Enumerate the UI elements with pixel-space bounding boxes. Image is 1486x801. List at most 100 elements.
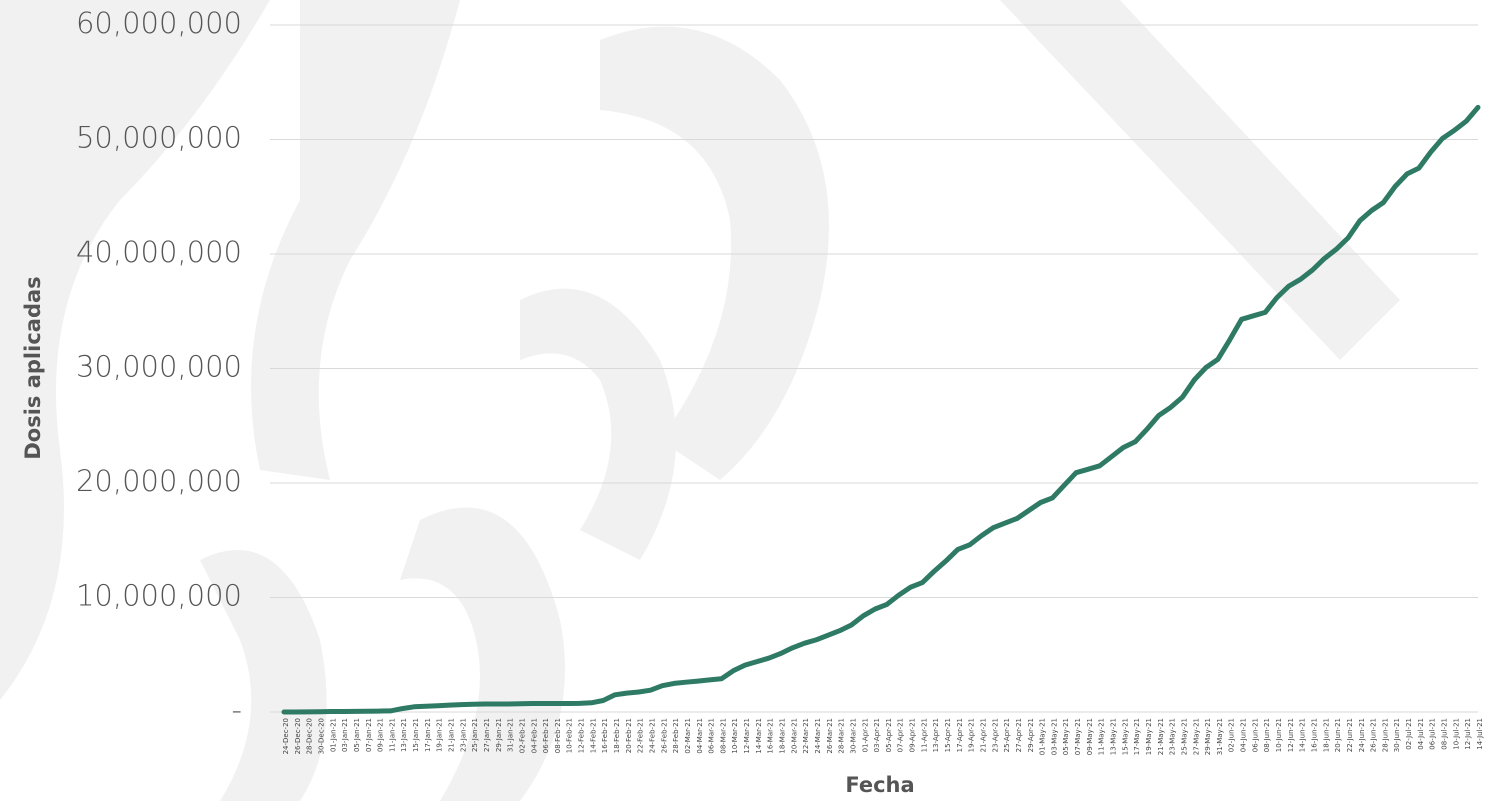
x-tick-label: 24-Jun-21 <box>1358 718 1366 752</box>
y-tick-label: - <box>232 693 242 727</box>
x-tick-label: 12-Jul-21 <box>1464 718 1472 750</box>
x-tick-label: 22-Jun-21 <box>1346 718 1354 752</box>
x-tick-label: 23-Apr-21 <box>991 718 999 752</box>
x-tick-label: 11-Apr-21 <box>920 718 928 752</box>
x-tick-label: 14-Mar-21 <box>755 718 763 754</box>
x-tick-label: 17-Jan-21 <box>424 718 432 752</box>
x-tick-label: 17-May-21 <box>1133 718 1141 755</box>
x-tick-label: 12-Feb-21 <box>578 718 586 753</box>
x-tick-label: 03-May-21 <box>1050 718 1058 755</box>
x-tick-label: 18-Feb-21 <box>613 718 621 753</box>
x-tick-label: 02-Feb-21 <box>518 718 526 753</box>
x-tick-label: 12-Jun-21 <box>1287 718 1295 752</box>
x-tick-label: 27-May-21 <box>1192 718 1200 755</box>
x-tick-label: 09-Jan-21 <box>377 718 385 752</box>
y-axis-title: Dosis aplicadas <box>21 276 45 459</box>
x-tick-label: 04-Jul-21 <box>1417 718 1425 750</box>
x-tick-label: 07-May-21 <box>1074 718 1082 755</box>
x-tick-label: 14-Jul-21 <box>1476 718 1484 750</box>
x-tick-label: 06-Mar-21 <box>708 718 716 754</box>
x-tick-label: 12-Mar-21 <box>743 718 751 754</box>
x-tick-label: 21-Jan-21 <box>448 718 456 752</box>
x-tick-label: 28-Jun-21 <box>1381 718 1389 752</box>
x-tick-label: 19-May-21 <box>1145 718 1153 755</box>
x-tick-label: 04-Mar-21 <box>696 718 704 754</box>
x-tick-label: 07-Jan-21 <box>365 718 373 752</box>
x-tick-label: 17-Apr-21 <box>956 718 964 752</box>
x-tick-label: 30-Mar-21 <box>849 718 857 754</box>
x-axis-title: Fecha <box>845 773 914 797</box>
x-tick-label: 20-Mar-21 <box>790 718 798 754</box>
x-tick-label: 08-Feb-21 <box>554 718 562 753</box>
x-tick-label: 03-Jan-21 <box>341 718 349 752</box>
x-tick-label: 26-Jun-21 <box>1370 718 1378 752</box>
x-tick-label: 15-May-21 <box>1121 718 1129 755</box>
x-tick-label: 27-Jan-21 <box>483 718 491 752</box>
x-tick-label: 19-Apr-21 <box>968 718 976 752</box>
x-tick-label: 09-May-21 <box>1086 718 1094 755</box>
x-tick-label: 09-Apr-21 <box>909 718 917 752</box>
x-tick-label: 26-Mar-21 <box>826 718 834 754</box>
x-tick-label: 06-Feb-21 <box>542 718 550 753</box>
x-tick-label: 16-Feb-21 <box>601 718 609 753</box>
x-tick-label: 14-Jun-21 <box>1299 718 1307 752</box>
x-tick-label: 21-May-21 <box>1157 718 1165 755</box>
x-tick-label: 18-Jun-21 <box>1322 718 1330 752</box>
x-tick-label: 29-May-21 <box>1204 718 1212 755</box>
x-tick-label: 01-Jan-21 <box>329 718 337 752</box>
x-tick-label: 22-Feb-21 <box>637 718 645 753</box>
y-tick-label: 20,000,000 <box>76 464 242 498</box>
x-tick-label: 24-Mar-21 <box>814 718 822 754</box>
x-tick-label: 10-Jul-21 <box>1452 718 1460 750</box>
x-tick-label: 03-Apr-21 <box>873 718 881 752</box>
x-tick-label: 18-Mar-21 <box>779 718 787 754</box>
background-pattern <box>0 0 1400 801</box>
y-tick-label: 30,000,000 <box>76 350 242 384</box>
x-tick-label: 05-Apr-21 <box>885 718 893 752</box>
y-tick-label: 10,000,000 <box>76 579 242 613</box>
x-tick-label: 06-Jul-21 <box>1429 718 1437 750</box>
x-tick-label: 02-Jul-21 <box>1405 718 1413 750</box>
x-tick-label: 30-Jun-21 <box>1393 718 1401 752</box>
x-tick-label: 22-Mar-21 <box>802 718 810 754</box>
x-tick-label: 25-Apr-21 <box>1003 718 1011 752</box>
data-line <box>281 104 1481 715</box>
x-tick-label: 28-Dec-20 <box>306 718 314 754</box>
y-tick-label: 50,000,000 <box>76 121 242 155</box>
x-tick-label: 31-May-21 <box>1216 718 1224 755</box>
x-tick-label: 31-Jan-21 <box>507 718 515 752</box>
x-tick-label: 28-Mar-21 <box>838 718 846 754</box>
x-tick-label: 26-Dec-20 <box>294 718 302 754</box>
x-tick-label: 08-Jul-21 <box>1441 718 1449 750</box>
x-tick-label: 26-Feb-21 <box>660 718 668 753</box>
x-tick-label: 28-Feb-21 <box>672 718 680 753</box>
x-tick-label: 08-Mar-21 <box>719 718 727 754</box>
x-tick-label: 13-Apr-21 <box>932 718 940 752</box>
x-tick-label: 23-Jan-21 <box>459 718 467 752</box>
x-tick-label: 25-Jan-21 <box>471 718 479 752</box>
y-tick-label: 60,000,000 <box>76 6 242 40</box>
x-tick-label: 24-Dec-20 <box>282 718 290 754</box>
y-tick-label: 40,000,000 <box>76 235 242 269</box>
x-tick-label: 13-May-21 <box>1110 718 1118 755</box>
x-tick-label: 05-Jan-21 <box>353 718 361 752</box>
x-tick-label: 07-Apr-21 <box>897 718 905 752</box>
x-tick-label: 15-Apr-21 <box>944 718 952 752</box>
x-tick-label: 02-Mar-21 <box>684 718 692 754</box>
x-tick-label: 06-Jun-21 <box>1251 718 1259 752</box>
x-tick-label: 10-Feb-21 <box>566 718 574 753</box>
x-tick-label: 10-Mar-21 <box>731 718 739 754</box>
x-tick-label: 24-Feb-21 <box>648 718 656 753</box>
x-tick-label: 30-Dec-20 <box>317 718 325 754</box>
x-tick-label: 16-Jun-21 <box>1310 718 1318 752</box>
x-tick-label: 23-May-21 <box>1169 718 1177 755</box>
x-tick-label: 14-Feb-21 <box>589 718 597 753</box>
x-tick-label: 13-Jan-21 <box>400 718 408 752</box>
x-tick-label: 20-Jun-21 <box>1334 718 1342 752</box>
x-tick-label: 10-Jun-21 <box>1275 718 1283 752</box>
x-tick-label: 04-Jun-21 <box>1240 718 1248 752</box>
x-tick-label: 01-Apr-21 <box>861 718 869 752</box>
x-tick-label: 01-May-21 <box>1039 718 1047 755</box>
x-tick-label: 21-Apr-21 <box>979 718 987 752</box>
